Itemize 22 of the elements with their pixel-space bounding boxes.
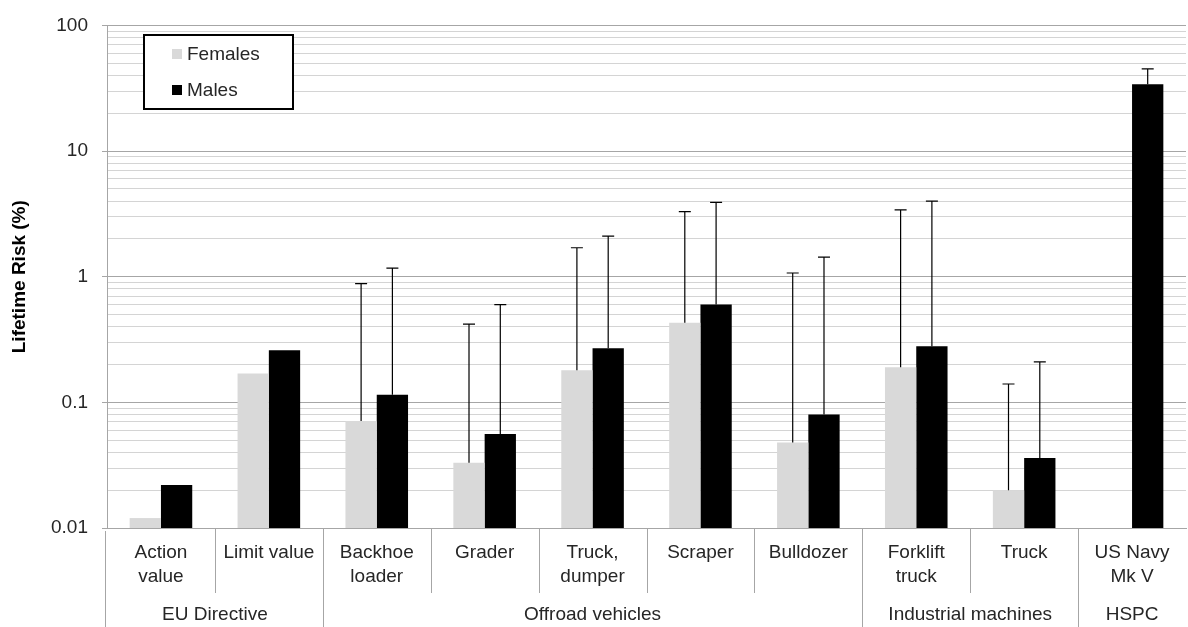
y-tick-label: 100 <box>56 13 88 35</box>
y-tick-label: 10 <box>66 139 88 161</box>
x-tick-label: Backhoe loader <box>339 540 414 587</box>
y-tick-label: 1 <box>77 264 88 286</box>
text: Offroad vehicles <box>524 603 662 625</box>
x-tick-label: Grader <box>455 540 515 562</box>
x-tick-label: US Navy Mk V <box>1094 540 1171 587</box>
text: EU Directive <box>162 603 268 625</box>
y-tick-label: 0.1 <box>61 390 88 412</box>
y-tick-label: 0.01 <box>51 516 88 538</box>
x-tick-label: Bulldozer <box>768 540 849 562</box>
y-axis-title: Lifetime Risk (%) <box>7 200 29 354</box>
x-tick-label: Limit value <box>223 540 315 562</box>
legend-label: Males <box>187 79 238 102</box>
x-tick-label: Forklift truck <box>887 540 946 587</box>
text: HSPC <box>1105 603 1159 625</box>
x-tick-label: Truck, dumper <box>560 540 626 587</box>
text: Industrial machines <box>888 603 1053 625</box>
x-tick-label: Truck <box>1000 540 1049 562</box>
x-tick-label: Action value <box>134 540 188 587</box>
legend-label: Females <box>187 43 260 66</box>
x-tick-label: Scraper <box>667 540 735 562</box>
